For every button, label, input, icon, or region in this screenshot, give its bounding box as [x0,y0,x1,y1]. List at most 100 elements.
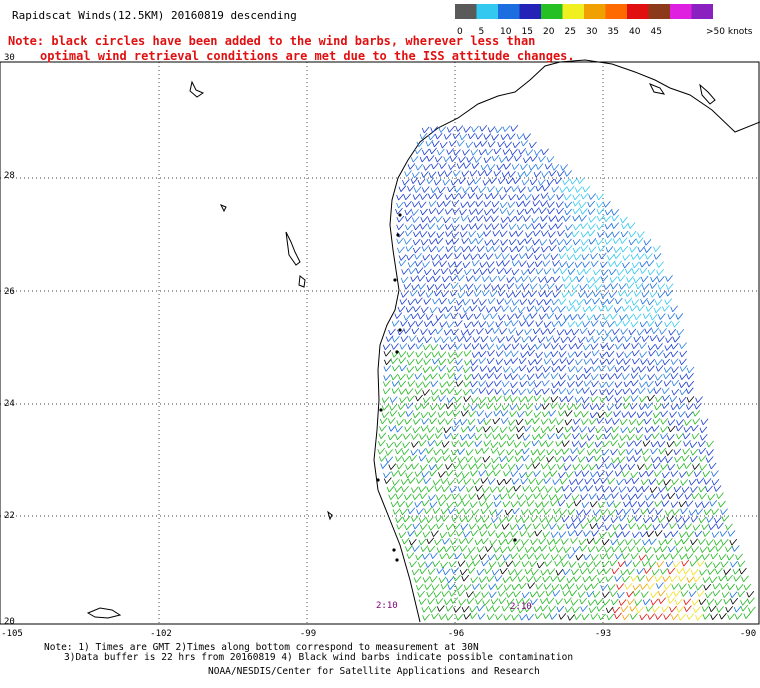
wind-barb [544,276,553,284]
wind-barb [482,179,491,186]
wind-barb [560,164,568,171]
wind-barb [616,583,624,590]
wind-barb [628,230,637,238]
wind-barb [679,583,687,590]
wind-barb [426,485,435,493]
wind-barb [519,380,528,388]
wind-barb [555,494,564,501]
wind-barb [509,245,517,253]
legend-units: >50 knots [706,27,753,36]
wind-barb [486,320,495,328]
wind-barb [740,604,749,612]
wind-barb [631,342,639,349]
wind-barb [496,298,505,305]
wind-barb [479,583,488,590]
wind-barb [406,373,415,380]
wind-barb [460,329,469,336]
wind-barb [627,493,636,501]
wind-barb [599,351,608,359]
wind-barb [463,126,471,133]
wind-barb [534,529,543,537]
wind-barb [699,433,708,441]
wind-barb [507,313,515,321]
wind-barb [531,433,540,441]
wind-barb [517,238,525,246]
wind-barb [535,364,543,372]
wind-barb [564,244,573,252]
wind-barb [555,222,563,229]
wind-barb [654,320,663,328]
wind-barb [509,410,518,417]
wind-barb [506,455,514,463]
wind-barb [686,396,695,403]
wind-barb [721,515,730,522]
wind-barb [459,133,468,141]
wind-barb [508,327,517,334]
wind-barb [658,486,666,493]
wind-barb [558,305,566,313]
wind-barb [541,148,549,156]
wind-barb [511,350,519,357]
wind-barb [530,598,538,605]
wind-barb [642,538,650,546]
wind-barb [420,424,429,432]
wind-barb [520,139,529,147]
wind-barb [624,351,632,359]
wind-barb [494,380,502,387]
wind-barb [714,516,722,524]
wind-barb [502,576,511,583]
wind-barb [548,463,556,471]
wind-barb [382,343,391,351]
wind-barb [381,411,390,418]
wind-barb [416,477,424,484]
wind-barb [653,253,662,260]
wind-barb [713,561,721,569]
wind-barb [570,515,579,523]
wind-barb [471,125,479,133]
latitude-labels: 30 28 26 24 22 20 [4,53,15,627]
wind-barb [702,553,710,561]
wind-barb [630,613,638,620]
wind-barb [535,501,543,508]
wind-barb [525,471,534,478]
wind-barb [429,147,437,155]
wind-barb [475,193,484,200]
wind-barb [570,537,578,544]
wind-barb [669,605,677,613]
wind-barb [645,402,653,409]
wind-barb [522,598,530,605]
wind-barb [441,440,450,448]
wind-barb [564,328,573,336]
wind-barb [654,500,663,507]
wind-barb [538,155,546,163]
wind-barb [430,126,438,133]
wind-barb [495,350,504,357]
wind-barb [575,358,583,366]
wind-barb [550,372,559,380]
wind-barb [534,343,543,350]
wind-barb [587,328,596,336]
wind-barb [645,253,653,260]
wind-barb [480,507,489,515]
wind-barb [532,417,540,424]
wind-barb [500,417,509,424]
wind-barb [475,200,484,207]
wind-barb [515,329,524,336]
wind-barb [395,516,403,523]
wind-barb [564,492,572,500]
wind-barb [543,612,551,619]
wind-barb [611,492,619,499]
wind-barb [698,440,706,448]
wind-barb [568,290,577,297]
wind-barb [420,545,429,552]
wind-barb [595,433,604,441]
wind-barb [487,349,495,357]
wind-barb [610,516,619,524]
wind-barb [463,478,472,485]
wind-barb [425,561,433,568]
wind-barb [486,261,495,268]
wind-barb [600,583,609,591]
legend-swatch [627,4,649,19]
wind-barb [474,538,483,546]
wind-barb [619,237,628,244]
